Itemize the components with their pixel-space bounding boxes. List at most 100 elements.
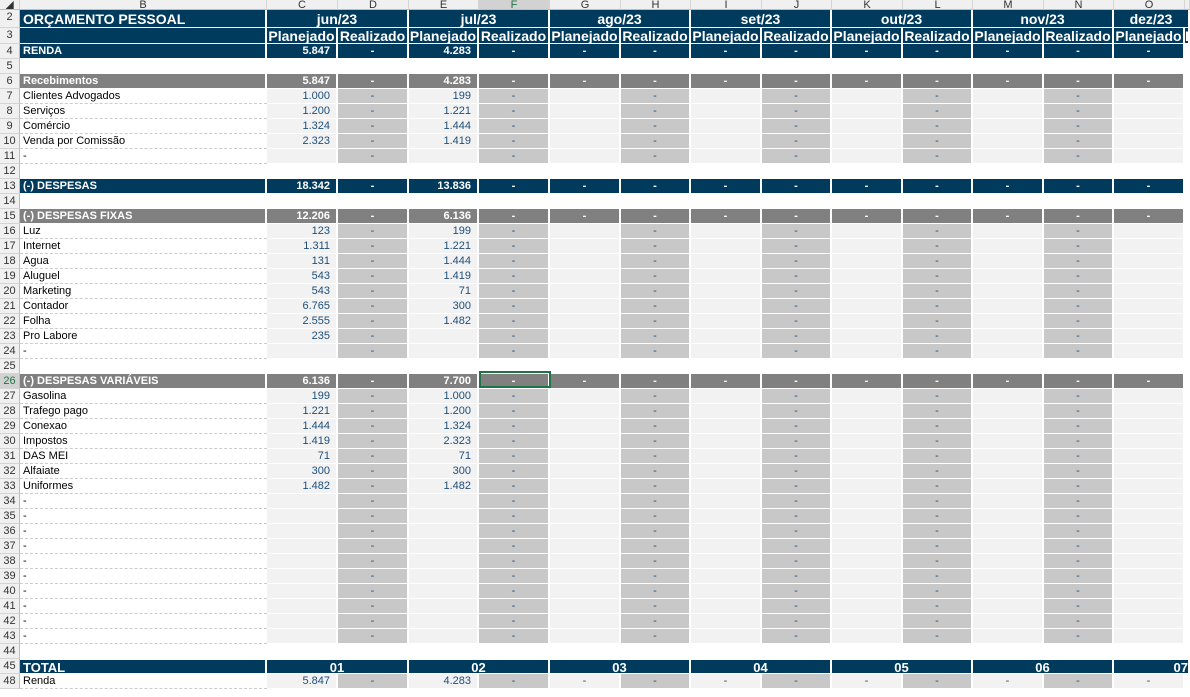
planned-cell[interactable] (832, 269, 903, 284)
subheader-realizado[interactable]: Realizado (903, 28, 973, 44)
realized-cell[interactable]: - (903, 464, 973, 479)
planned-cell[interactable] (691, 344, 762, 359)
subheader-realizado[interactable]: Realizado (479, 28, 550, 44)
row-label[interactable]: Renda (20, 674, 267, 689)
empty-cell[interactable] (621, 194, 691, 209)
planned-cell[interactable]: 2.555 (267, 314, 338, 329)
row-header-45[interactable]: 45 (0, 659, 20, 674)
planned-cell[interactable]: 1.200 (409, 404, 479, 419)
realized-cell[interactable]: - (1044, 614, 1114, 629)
row-header-2[interactable]: 2 (0, 10, 20, 28)
realized-cell[interactable]: - (1044, 209, 1114, 224)
empty-cell[interactable] (1044, 194, 1114, 209)
column-header-D[interactable]: D (338, 0, 409, 10)
realized-cell[interactable]: - (338, 254, 409, 269)
row-header-32[interactable]: 32 (0, 464, 20, 479)
total-label[interactable]: TOTAL (20, 660, 267, 674)
row-label[interactable]: - (20, 344, 267, 359)
empty-cell[interactable] (20, 644, 267, 659)
realized-cell[interactable]: - (479, 179, 550, 194)
planned-cell[interactable]: - (550, 374, 621, 389)
month-header[interactable]: set/23 (691, 10, 832, 28)
planned-cell[interactable]: 71 (267, 449, 338, 464)
realized-cell[interactable]: - (621, 674, 691, 689)
planned-cell[interactable] (1114, 479, 1185, 494)
planned-cell[interactable]: - (1114, 44, 1185, 59)
planned-cell[interactable]: 1.419 (409, 134, 479, 149)
planned-cell[interactable] (832, 89, 903, 104)
planned-cell[interactable] (550, 449, 621, 464)
realized-cell[interactable]: - (1044, 329, 1114, 344)
planned-cell[interactable]: - (550, 674, 621, 689)
row-label[interactable]: Uniformes (20, 479, 267, 494)
row-label[interactable]: Contador (20, 299, 267, 314)
realized-cell[interactable]: - (479, 524, 550, 539)
row-header-34[interactable]: 34 (0, 494, 20, 509)
realized-cell[interactable]: - (762, 299, 832, 314)
realized-cell[interactable]: - (762, 629, 832, 644)
planned-cell[interactable]: 7.700 (409, 374, 479, 389)
planned-cell[interactable] (267, 599, 338, 614)
planned-cell[interactable] (973, 494, 1044, 509)
realized-cell[interactable]: - (338, 74, 409, 89)
empty-cell[interactable] (832, 194, 903, 209)
planned-cell[interactable] (1114, 299, 1185, 314)
planned-cell[interactable]: - (1114, 374, 1185, 389)
planned-cell[interactable] (1114, 569, 1185, 584)
realized-cell[interactable]: - (1044, 239, 1114, 254)
realized-cell[interactable]: - (338, 464, 409, 479)
planned-cell[interactable] (1114, 314, 1185, 329)
row-label[interactable]: - (20, 149, 267, 164)
planned-cell[interactable]: 12.206 (267, 209, 338, 224)
planned-cell[interactable] (691, 104, 762, 119)
planned-cell[interactable] (267, 149, 338, 164)
realized-cell[interactable]: - (338, 344, 409, 359)
realized-cell[interactable]: - (338, 119, 409, 134)
row-header-5[interactable]: 5 (0, 59, 20, 74)
total-month-number[interactable]: 06 (973, 660, 1114, 674)
realized-cell[interactable]: - (903, 599, 973, 614)
planned-cell[interactable] (832, 239, 903, 254)
planned-cell[interactable] (973, 284, 1044, 299)
planned-cell[interactable]: 199 (409, 224, 479, 239)
realized-cell[interactable]: - (762, 239, 832, 254)
planned-cell[interactable]: 1.419 (267, 434, 338, 449)
empty-cell[interactable] (338, 359, 409, 374)
planned-cell[interactable] (691, 404, 762, 419)
column-header-J[interactable]: J (762, 0, 832, 10)
row-header-11[interactable]: 11 (0, 149, 20, 164)
realized-cell[interactable]: - (621, 44, 691, 59)
empty-cell[interactable] (1114, 59, 1185, 74)
planned-cell[interactable] (832, 314, 903, 329)
row-header-17[interactable]: 17 (0, 239, 20, 254)
planned-cell[interactable] (832, 149, 903, 164)
realized-cell[interactable]: - (762, 74, 832, 89)
realized-cell[interactable]: - (621, 149, 691, 164)
planned-cell[interactable]: 4.283 (409, 74, 479, 89)
subheader-planejado[interactable]: Planejado (1114, 28, 1185, 44)
realized-cell[interactable]: - (479, 449, 550, 464)
realized-cell[interactable]: - (1044, 179, 1114, 194)
realized-cell[interactable]: - (338, 629, 409, 644)
planned-cell[interactable] (550, 404, 621, 419)
empty-cell[interactable] (1044, 59, 1114, 74)
realized-cell[interactable]: - (621, 629, 691, 644)
planned-cell[interactable]: 300 (267, 464, 338, 479)
column-header-G[interactable]: G (550, 0, 621, 10)
empty-cell[interactable] (832, 164, 903, 179)
planned-cell[interactable]: - (1114, 179, 1185, 194)
realized-cell[interactable]: - (762, 569, 832, 584)
planned-cell[interactable] (409, 629, 479, 644)
row-label[interactable]: - (20, 509, 267, 524)
empty-cell[interactable] (903, 644, 973, 659)
planned-cell[interactable] (1114, 134, 1185, 149)
planned-cell[interactable]: 1.311 (267, 239, 338, 254)
planned-cell[interactable] (832, 344, 903, 359)
realized-cell[interactable]: - (621, 599, 691, 614)
planned-cell[interactable] (832, 599, 903, 614)
realized-cell[interactable]: - (621, 254, 691, 269)
row-label[interactable]: - (20, 584, 267, 599)
row-label[interactable]: Impostos (20, 434, 267, 449)
subheader-realizado[interactable]: Realizado (1185, 28, 1190, 44)
